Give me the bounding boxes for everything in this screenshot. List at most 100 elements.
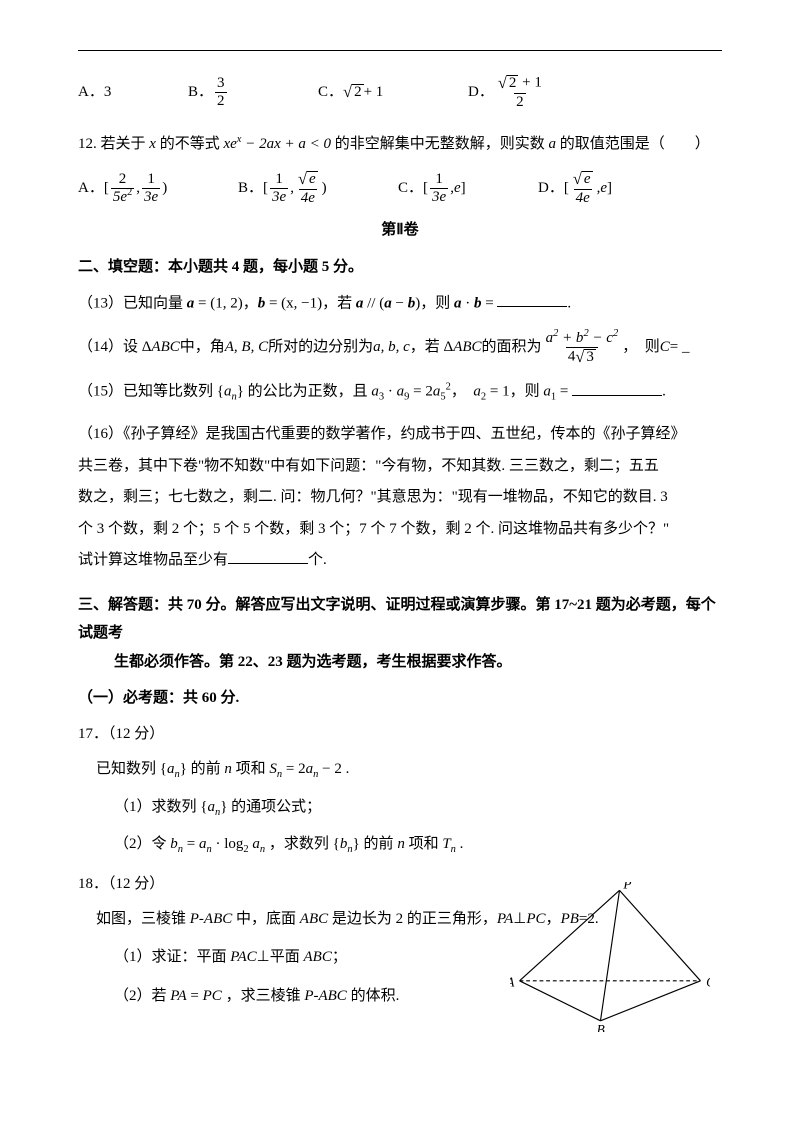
svg-text:P: P bbox=[622, 882, 631, 891]
answer-heading: 三、解答题：共 70 分。解答应写出文字说明、证明过程或演算步骤。第 17~21… bbox=[78, 591, 722, 677]
var-c: C bbox=[660, 335, 670, 361]
denominator: 4√3 bbox=[566, 347, 598, 366]
line: 三、解答题：共 70 分。解答应写出文字说明、证明过程或演算步骤。第 17~21… bbox=[78, 591, 722, 648]
q11-options: A． 3 B． 3 2 C． √2 + 1 D． √2 + 1 2 bbox=[78, 75, 722, 110]
abc: ABC bbox=[151, 335, 179, 361]
blank bbox=[572, 379, 662, 396]
expr: xe bbox=[223, 136, 236, 152]
line: 生都必须作答。第 22、23 题为选考题，考生根据要求作答。 bbox=[78, 648, 722, 677]
text: 的取值范围是（ ） bbox=[556, 136, 710, 152]
fraction: 25e2 bbox=[111, 172, 134, 205]
q17-part2: （2）令 bn = an · log2 an ，求数列 {bn} 的前 n 项和… bbox=[78, 832, 722, 858]
vec-a: a bbox=[384, 295, 392, 311]
q11-opt-d: D． √2 + 1 2 bbox=[468, 75, 546, 110]
fraction: a2 + b2 − c2 4√3 bbox=[544, 331, 621, 366]
text: // ( bbox=[363, 295, 384, 311]
opt-label: D． bbox=[468, 80, 494, 106]
e: e bbox=[454, 176, 461, 202]
q11-opt-a: A． 3 bbox=[78, 80, 188, 106]
angles: A, B, C bbox=[225, 335, 268, 361]
fraction: 13e bbox=[430, 172, 448, 205]
denominator: 3e bbox=[142, 188, 160, 205]
var-a: a bbox=[549, 136, 557, 152]
denominator: 4e bbox=[574, 189, 592, 206]
q12-options: A． [ 25e2 , 13e ) B． [ 13e , √e4e ) C． [… bbox=[78, 171, 722, 206]
sqrt: √2 bbox=[343, 84, 364, 101]
bracket: ] bbox=[607, 176, 612, 202]
a: a bbox=[473, 384, 481, 400]
opt-label: A． bbox=[78, 80, 104, 106]
fraction: √e4e bbox=[296, 171, 320, 206]
numerator: 3 bbox=[215, 76, 227, 92]
q12-opt-d: D． [ √e4e , e ] bbox=[538, 171, 612, 206]
text: )，则 bbox=[415, 295, 454, 311]
denominator: 2 bbox=[215, 92, 227, 109]
q16: （16）《孙子算经》是我国古代重要的数学著作，约成书于四、五世纪，传本的《孙子算… bbox=[78, 419, 722, 577]
q17-part1: （1）求数列 {an} 的通项公式； bbox=[78, 795, 722, 821]
q15: （15）已知等比数列 {an} 的公比为正数，且 a3 · a9 = 2a52，… bbox=[78, 379, 722, 405]
fraction: √2 + 1 2 bbox=[496, 75, 544, 110]
abc: ABC bbox=[453, 335, 481, 361]
bracket: [ bbox=[263, 176, 268, 202]
expr: − 2ax + a < 0 bbox=[241, 136, 331, 152]
line: 共三卷，其中下卷"物不知数"中有如下问题："今有物，不知其数. 三三数之，剩二；… bbox=[78, 451, 722, 483]
bracket: [ bbox=[104, 176, 109, 202]
opt-label: B． bbox=[188, 80, 213, 106]
text: = _ bbox=[670, 335, 690, 361]
mandatory-heading: （一）必考题：共 60 分. bbox=[78, 686, 722, 712]
text: } 的公比为正数，且 bbox=[237, 384, 372, 400]
text: （13）已知向量 bbox=[78, 295, 187, 311]
q12-opt-a: A． [ 25e2 , 13e ) bbox=[78, 172, 238, 205]
text: ， 则 bbox=[622, 335, 660, 361]
q17: 17．（12 分） 已知数列 {an} 的前 n 项和 Sn = 2an − 2… bbox=[78, 722, 722, 858]
tail: + 1 bbox=[364, 80, 384, 106]
text: ， bbox=[451, 384, 474, 400]
bracket: ) bbox=[322, 176, 327, 202]
text: = bbox=[556, 384, 572, 400]
text: （14）设 Δ bbox=[78, 335, 151, 361]
text: · bbox=[384, 384, 397, 400]
text: 的不等式 bbox=[156, 136, 224, 152]
text: ，若 Δ bbox=[410, 335, 453, 361]
blank bbox=[497, 291, 567, 308]
text: . bbox=[567, 295, 571, 311]
opt-label: C． bbox=[318, 80, 343, 106]
opt-label: A． bbox=[78, 176, 104, 202]
tetrahedron-figure: PACB bbox=[510, 882, 710, 1032]
text: . bbox=[662, 384, 666, 400]
var-x: x bbox=[149, 136, 156, 152]
section-2-title: 第Ⅱ卷 bbox=[78, 218, 722, 244]
q12-opt-c: C． [ 13e , e ] bbox=[398, 172, 538, 205]
line: （16）《孙子算经》是我国古代重要的数学著作，约成书于四、五世纪，传本的《孙子算… bbox=[78, 419, 722, 451]
numerator: √2 + 1 bbox=[496, 75, 544, 93]
bracket: [ bbox=[564, 176, 569, 202]
denominator: 2 bbox=[514, 93, 526, 110]
opt-label: C． bbox=[398, 176, 423, 202]
line: 试计算这堆物品至少有个. bbox=[78, 545, 722, 577]
text: 的面积为 bbox=[482, 335, 542, 361]
numerator: a2 + b2 − c2 bbox=[544, 331, 621, 347]
opt-label: D． bbox=[538, 176, 564, 202]
fraction: 13e bbox=[270, 172, 288, 205]
fraction: 3 2 bbox=[215, 76, 227, 109]
text: = 1，则 bbox=[486, 384, 543, 400]
numerator: 1 bbox=[145, 172, 157, 188]
bracket: ) bbox=[162, 176, 167, 202]
bracket: [ bbox=[423, 176, 428, 202]
q17-stem: 已知数列 {an} 的前 n 项和 Sn = 2an − 2 . bbox=[78, 757, 722, 783]
text: 所对的边分别为 bbox=[268, 335, 373, 361]
text: = (x, −1)，若 bbox=[265, 295, 356, 311]
numerator: 1 bbox=[433, 172, 445, 188]
q11-opt-b: B． 3 2 bbox=[188, 76, 318, 109]
opt-label: B． bbox=[238, 176, 263, 202]
q12-opt-b: B． [ 13e , √e4e ) bbox=[238, 171, 398, 206]
q13: （13）已知向量 a = (1, 2)，b = (x, −1)，若 a // (… bbox=[78, 291, 722, 317]
a: a bbox=[371, 384, 379, 400]
fraction: √e4e bbox=[571, 171, 595, 206]
text: （15）已知等比数列 { bbox=[78, 384, 224, 400]
q12-stem: 12. 若关于 x 的不等式 xex − 2ax + a < 0 的非空解集中无… bbox=[78, 132, 722, 158]
svg-text:A: A bbox=[510, 975, 515, 990]
numerator: 2 bbox=[117, 172, 129, 188]
q11-opt-c: C． √2 + 1 bbox=[318, 80, 468, 106]
text: − bbox=[392, 295, 408, 311]
